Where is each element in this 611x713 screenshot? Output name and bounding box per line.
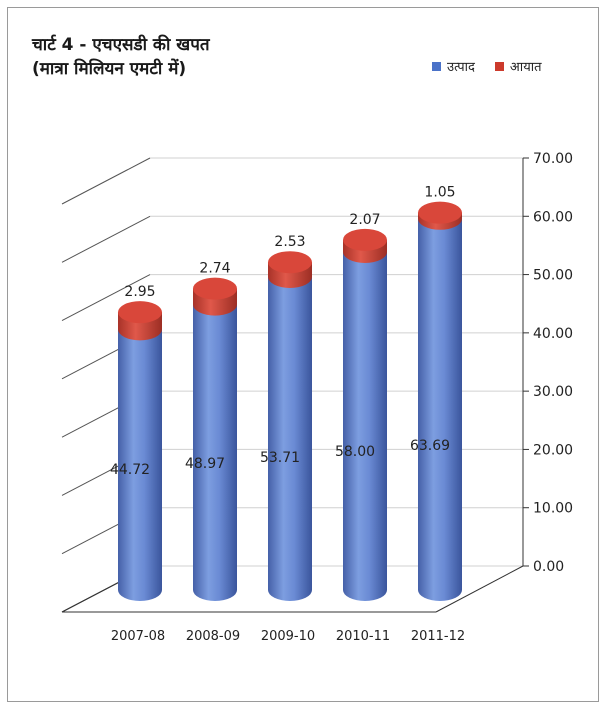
y-tick-label: 70.00 bbox=[533, 151, 573, 167]
bar-cap bbox=[343, 228, 387, 251]
bar-produce bbox=[343, 251, 387, 601]
bar-produce bbox=[193, 304, 237, 601]
y-tick-label: 30.00 bbox=[533, 384, 573, 400]
data-label-produce: 44.72 bbox=[110, 462, 150, 478]
x-tick-label: 2009-10 bbox=[261, 629, 315, 644]
x-tick-label: 2008-09 bbox=[186, 629, 240, 644]
legend-swatch-import bbox=[494, 61, 504, 71]
data-label-produce: 58.00 bbox=[335, 444, 375, 460]
y-tick-label: 0.00 bbox=[533, 559, 564, 575]
data-label-import: 2.07 bbox=[349, 212, 380, 228]
chart-legend: उत्पाद आयात bbox=[432, 57, 542, 75]
bar-cap bbox=[418, 201, 462, 224]
data-label-produce: 48.97 bbox=[185, 456, 225, 472]
chart-title-line-2: (मात्रा मिलियन एमटी में) bbox=[32, 59, 187, 79]
legend-label-import: आयात bbox=[509, 60, 542, 75]
data-label-produce: 63.69 bbox=[410, 438, 450, 454]
legend-label-produce: उत्पाद bbox=[447, 60, 475, 75]
bar-produce bbox=[268, 276, 312, 601]
x-tick-label: 2011-12 bbox=[411, 629, 465, 644]
bar-produce bbox=[118, 329, 162, 601]
floor-edge bbox=[435, 565, 524, 613]
bar-cap bbox=[118, 301, 162, 324]
bar-produce bbox=[418, 218, 462, 601]
y-tick-label: 40.00 bbox=[533, 326, 573, 342]
y-tick-label: 10.00 bbox=[533, 501, 573, 517]
x-tick-label: 2010-11 bbox=[336, 629, 390, 644]
data-label-produce: 53.71 bbox=[260, 450, 300, 466]
chart-title-line-1: चार्ट 4 - एचएसडी की खपत bbox=[32, 35, 210, 55]
data-label-import: 1.05 bbox=[424, 185, 455, 201]
x-tick-label: 2007-08 bbox=[111, 629, 165, 644]
y-tick-label: 20.00 bbox=[533, 442, 573, 458]
data-label-import: 2.53 bbox=[274, 234, 305, 250]
data-label-import: 2.74 bbox=[199, 261, 230, 277]
chart-title: चार्ट 4 - एचएसडी की खपत (मात्रा मिलियन ए… bbox=[32, 33, 210, 81]
side-gridline bbox=[61, 274, 151, 322]
side-gridline bbox=[61, 215, 151, 263]
side-gridline bbox=[61, 157, 151, 205]
legend-swatch-produce bbox=[432, 61, 441, 71]
bar-cap bbox=[193, 277, 237, 300]
bar-cap bbox=[268, 251, 312, 274]
y-tick-label: 50.00 bbox=[533, 268, 573, 284]
data-label-import: 2.95 bbox=[124, 284, 155, 300]
y-tick-label: 60.00 bbox=[533, 209, 573, 225]
